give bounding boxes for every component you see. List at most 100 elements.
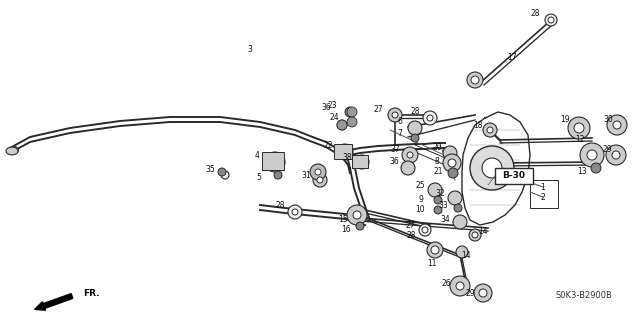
- Text: 14: 14: [478, 227, 488, 236]
- Circle shape: [453, 215, 467, 229]
- Text: FR.: FR.: [83, 288, 99, 298]
- Circle shape: [348, 118, 356, 126]
- Circle shape: [479, 289, 487, 297]
- Text: 7: 7: [397, 130, 403, 138]
- Circle shape: [448, 191, 462, 205]
- Circle shape: [423, 111, 437, 125]
- Circle shape: [434, 196, 442, 204]
- Text: 20: 20: [432, 144, 442, 152]
- Circle shape: [345, 107, 355, 117]
- Circle shape: [427, 242, 443, 258]
- Circle shape: [274, 171, 282, 179]
- Text: 4: 4: [255, 151, 259, 160]
- Text: 19: 19: [560, 115, 570, 124]
- Circle shape: [448, 168, 458, 178]
- Text: 16: 16: [341, 226, 351, 234]
- Circle shape: [472, 232, 478, 238]
- Circle shape: [271, 158, 279, 166]
- Text: 32: 32: [435, 189, 445, 198]
- Circle shape: [347, 117, 357, 127]
- Circle shape: [471, 76, 479, 84]
- Circle shape: [337, 144, 353, 160]
- Text: 27: 27: [405, 221, 415, 231]
- Circle shape: [337, 120, 347, 130]
- Text: 24: 24: [329, 114, 339, 122]
- Circle shape: [591, 163, 601, 173]
- Circle shape: [337, 120, 347, 130]
- Text: 28: 28: [275, 202, 285, 211]
- Text: 3: 3: [248, 46, 252, 55]
- Text: 25: 25: [415, 181, 425, 189]
- Circle shape: [342, 149, 348, 155]
- Circle shape: [353, 211, 361, 219]
- Text: 2: 2: [541, 192, 545, 202]
- Text: 9: 9: [419, 195, 424, 204]
- FancyArrow shape: [35, 294, 73, 310]
- Text: 27: 27: [373, 106, 383, 115]
- Text: 36: 36: [389, 158, 399, 167]
- Text: 17: 17: [507, 54, 517, 63]
- Circle shape: [419, 224, 431, 236]
- Circle shape: [428, 183, 442, 197]
- Circle shape: [401, 161, 415, 175]
- Circle shape: [474, 284, 492, 302]
- Circle shape: [545, 14, 557, 26]
- Text: 28: 28: [531, 10, 540, 19]
- Circle shape: [443, 154, 461, 172]
- Text: 37: 37: [390, 145, 400, 154]
- Bar: [530, 180, 558, 208]
- Circle shape: [422, 227, 428, 233]
- Text: 12: 12: [575, 136, 585, 145]
- Text: 1: 1: [541, 182, 545, 191]
- Bar: [262, 152, 284, 170]
- Text: 30: 30: [603, 115, 613, 124]
- Circle shape: [580, 143, 604, 167]
- Text: 15: 15: [338, 216, 348, 225]
- Circle shape: [612, 151, 620, 159]
- Text: 13: 13: [577, 167, 587, 176]
- Circle shape: [265, 152, 285, 172]
- Circle shape: [470, 146, 514, 190]
- Circle shape: [427, 115, 433, 121]
- Circle shape: [454, 204, 462, 212]
- Bar: [334, 144, 352, 159]
- Text: 22: 22: [323, 142, 333, 151]
- Circle shape: [467, 72, 483, 88]
- Text: 10: 10: [415, 205, 425, 214]
- Circle shape: [355, 155, 369, 169]
- Circle shape: [434, 206, 442, 214]
- Circle shape: [315, 169, 321, 175]
- Circle shape: [456, 282, 464, 290]
- Circle shape: [221, 171, 229, 179]
- Circle shape: [448, 159, 456, 167]
- Circle shape: [356, 222, 364, 230]
- Circle shape: [574, 123, 584, 133]
- Circle shape: [408, 121, 422, 135]
- Circle shape: [388, 108, 402, 122]
- Text: 29: 29: [602, 145, 612, 154]
- Text: S0K3-B2900B: S0K3-B2900B: [555, 291, 612, 300]
- Text: 23: 23: [327, 100, 337, 109]
- Text: 28: 28: [410, 107, 420, 115]
- Text: 38: 38: [342, 153, 352, 162]
- Text: 34: 34: [440, 216, 450, 225]
- Bar: [495, 168, 533, 184]
- Circle shape: [317, 177, 323, 183]
- Circle shape: [310, 164, 326, 180]
- Text: 29: 29: [465, 290, 475, 299]
- Ellipse shape: [6, 147, 18, 155]
- Circle shape: [443, 146, 457, 160]
- Text: 11: 11: [428, 259, 436, 269]
- Circle shape: [587, 150, 597, 160]
- Circle shape: [411, 134, 419, 142]
- Circle shape: [218, 168, 226, 176]
- Text: 28: 28: [406, 232, 416, 241]
- Text: B-30: B-30: [502, 172, 525, 181]
- Circle shape: [313, 173, 327, 187]
- Circle shape: [487, 127, 493, 133]
- Text: 31: 31: [301, 172, 311, 181]
- Circle shape: [392, 112, 398, 118]
- Text: 35: 35: [205, 166, 215, 174]
- Circle shape: [431, 246, 439, 254]
- Text: 5: 5: [257, 174, 261, 182]
